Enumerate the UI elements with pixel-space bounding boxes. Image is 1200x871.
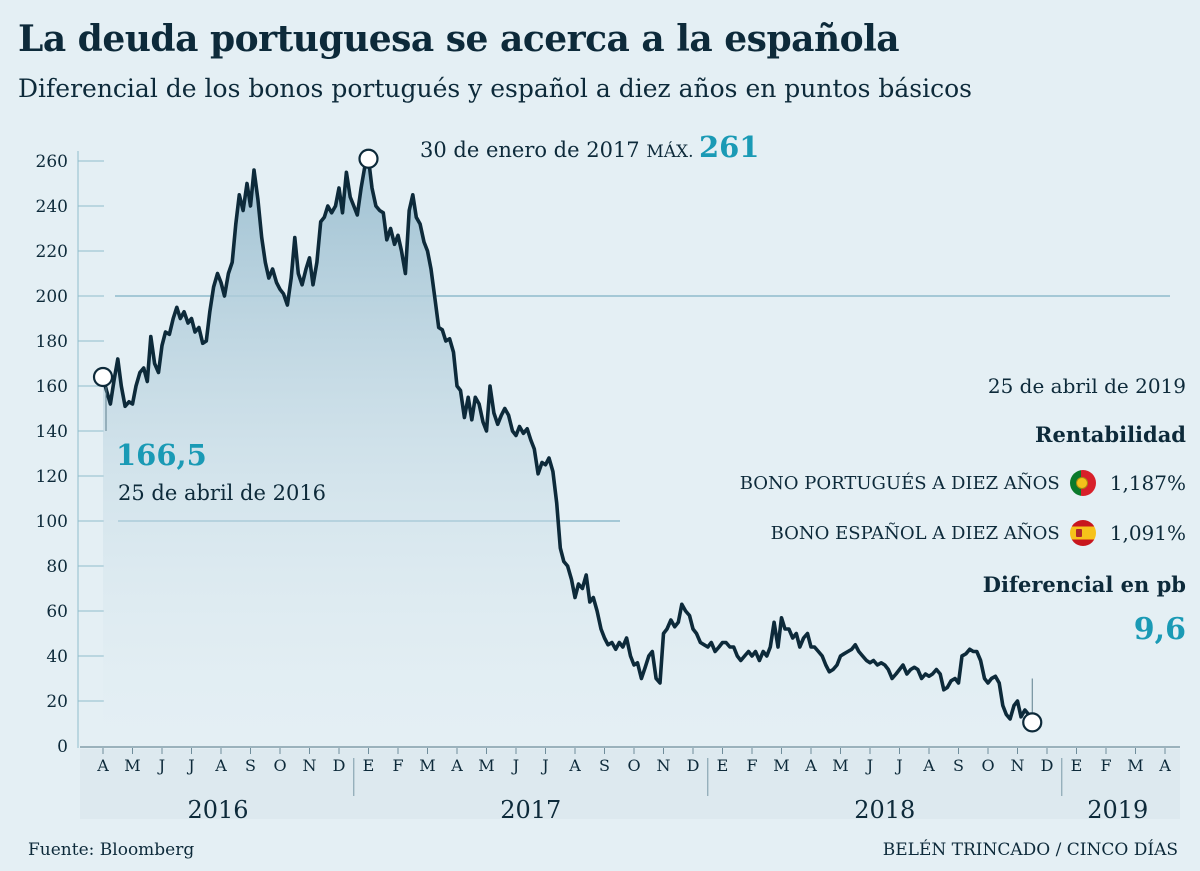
x-month-label: M bbox=[773, 756, 789, 775]
x-month-label: D bbox=[333, 756, 346, 775]
y-tick-label: 100 bbox=[36, 512, 68, 532]
x-month-label: N bbox=[303, 756, 317, 775]
x-month-label: D bbox=[687, 756, 700, 775]
y-tick-label: 40 bbox=[46, 647, 68, 667]
x-month-label: A bbox=[922, 756, 935, 775]
start-point-marker bbox=[92, 366, 114, 388]
x-month-label: J bbox=[186, 756, 194, 775]
panel-diff-value: 9,6 bbox=[1133, 612, 1186, 647]
x-month-label: M bbox=[419, 756, 435, 775]
x-month-label: J bbox=[894, 756, 902, 775]
x-month-label: A bbox=[568, 756, 581, 775]
y-tick-label: 60 bbox=[46, 602, 68, 622]
year-label: 2016 bbox=[188, 796, 249, 824]
portugal-yield-row: BONO PORTUGUÉS A DIEZ AÑOS 1,187% bbox=[740, 470, 1186, 496]
y-tick-label: 120 bbox=[36, 467, 68, 487]
annotation-layer: 166,5 25 de abril de 2016 30 de enero de 2… bbox=[92, 130, 1043, 733]
start-date-label: 25 de abril de 2016 bbox=[118, 481, 326, 505]
portugal-bond-label: BONO PORTUGUÉS A DIEZ AÑOS bbox=[739, 472, 1060, 494]
x-axis-band bbox=[80, 749, 1180, 819]
end-point-marker bbox=[1022, 712, 1043, 733]
y-tick-label: 140 bbox=[36, 422, 68, 442]
x-month-label: M bbox=[124, 756, 140, 775]
panel-date: 25 de abril de 2019 bbox=[987, 374, 1186, 398]
x-month-label: A bbox=[450, 756, 463, 775]
chart-title: La deuda portuguesa se acerca a la españ… bbox=[18, 18, 900, 60]
start-value-label: 166,5 bbox=[116, 438, 207, 472]
max-annotation: 30 de enero de 2017 MÁX. 261 bbox=[420, 130, 760, 164]
y-tick-label: 260 bbox=[36, 152, 68, 172]
y-tick-label: 180 bbox=[36, 332, 68, 352]
max-point-marker bbox=[358, 148, 379, 169]
y-tick-label: 160 bbox=[36, 377, 68, 397]
year-label: 2017 bbox=[500, 796, 561, 824]
x-month-label: E bbox=[363, 756, 375, 775]
x-month-label: S bbox=[953, 756, 964, 775]
panel-diff-label: Diferencial en pb bbox=[982, 572, 1186, 597]
x-month-label: F bbox=[746, 756, 757, 775]
x-month-label: J bbox=[865, 756, 873, 775]
x-month-label: O bbox=[627, 756, 640, 775]
x-month-label: M bbox=[478, 756, 494, 775]
x-month-label: E bbox=[717, 756, 729, 775]
x-month-label: N bbox=[657, 756, 671, 775]
y-tick-label: 200 bbox=[36, 287, 68, 307]
series-line bbox=[101, 157, 1035, 725]
x-month-label: O bbox=[981, 756, 994, 775]
x-month-label: F bbox=[1100, 756, 1111, 775]
spain-yield-row: BONO ESPAÑOL A DIEZ AÑOS 1,091% bbox=[771, 520, 1186, 546]
x-month-label: M bbox=[832, 756, 848, 775]
x-month-label: F bbox=[392, 756, 403, 775]
source-note: Fuente: Bloomberg bbox=[28, 840, 195, 860]
x-month-label: O bbox=[273, 756, 286, 775]
series-area-fill bbox=[103, 158, 1033, 747]
x-month-label: E bbox=[1071, 756, 1083, 775]
spain-bond-label: BONO ESPAÑOL A DIEZ AÑOS bbox=[770, 522, 1060, 544]
year-label: 2019 bbox=[1087, 796, 1148, 824]
y-tick-label: 20 bbox=[46, 692, 68, 712]
y-tick-label: 220 bbox=[36, 242, 68, 262]
x-month-label: D bbox=[1041, 756, 1054, 775]
spain-bond-value: 1,091% bbox=[1109, 521, 1186, 545]
x-month-label: S bbox=[245, 756, 256, 775]
x-month-label: A bbox=[96, 756, 109, 775]
x-month-label: A bbox=[214, 756, 227, 775]
y-tick-label: 80 bbox=[46, 557, 68, 577]
spain-flag-icon bbox=[1069, 520, 1096, 546]
x-month-label: N bbox=[1011, 756, 1025, 775]
portugal-bond-value: 1,187% bbox=[1109, 471, 1186, 495]
x-month-label: A bbox=[1158, 756, 1171, 775]
author-credit: BELÉN TRINCADO / CINCO DÍAS bbox=[882, 840, 1178, 860]
x-month-label: S bbox=[599, 756, 610, 775]
y-tick-label: 0 bbox=[57, 737, 68, 757]
chart-subtitle: Diferencial de los bonos portugués y esp… bbox=[18, 74, 972, 103]
portugal-flag-icon bbox=[1069, 470, 1096, 496]
y-tick-label: 240 bbox=[36, 197, 68, 217]
panel-heading: Rentabilidad bbox=[1035, 422, 1186, 447]
x-month-label: J bbox=[511, 756, 519, 775]
year-label: 2018 bbox=[854, 796, 915, 824]
area-layer bbox=[101, 157, 1035, 747]
x-month-label: M bbox=[1127, 756, 1143, 775]
x-month-label: A bbox=[804, 756, 817, 775]
x-month-label: J bbox=[157, 756, 165, 775]
x-month-label: J bbox=[540, 756, 548, 775]
